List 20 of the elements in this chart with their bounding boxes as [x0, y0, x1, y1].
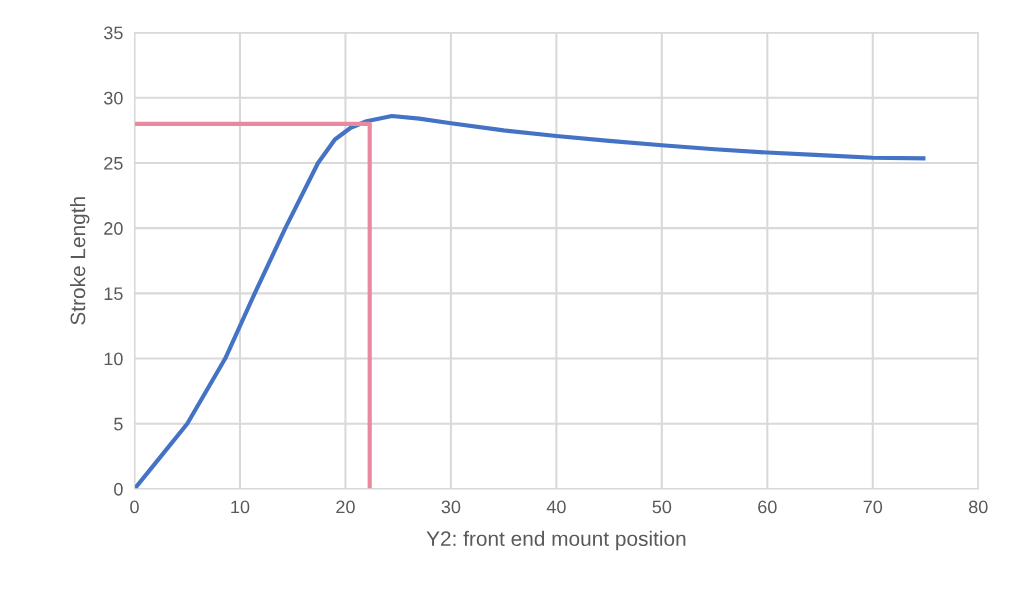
x-tick-label: 50 — [652, 500, 672, 514]
y-tick-label: 30 — [104, 91, 123, 105]
x-tick-label: 0 — [130, 500, 139, 514]
x-tick-label: 80 — [968, 500, 988, 514]
line-series — [134, 113, 926, 489]
x-tick-label: 20 — [336, 500, 355, 514]
y-tick-label: 35 — [104, 26, 123, 40]
x-tick-label: 70 — [863, 500, 883, 514]
x-tick-label: 10 — [231, 500, 250, 514]
x-axis-title: Y2: front end mount position — [426, 530, 686, 551]
y-tick-label: 10 — [104, 352, 123, 366]
y-tick-label: 15 — [104, 287, 123, 301]
y-tick-label: 20 — [104, 222, 123, 235]
x-tick-label: 60 — [758, 500, 777, 514]
y-tick-label: 0 — [114, 482, 123, 496]
x-tick-label: 30 — [441, 500, 461, 514]
x-tick-label: 40 — [546, 500, 566, 514]
y-tick-label: 5 — [114, 417, 123, 431]
y-axis-title: Stroke Length — [70, 197, 90, 325]
y-tick-label: 25 — [104, 156, 123, 170]
